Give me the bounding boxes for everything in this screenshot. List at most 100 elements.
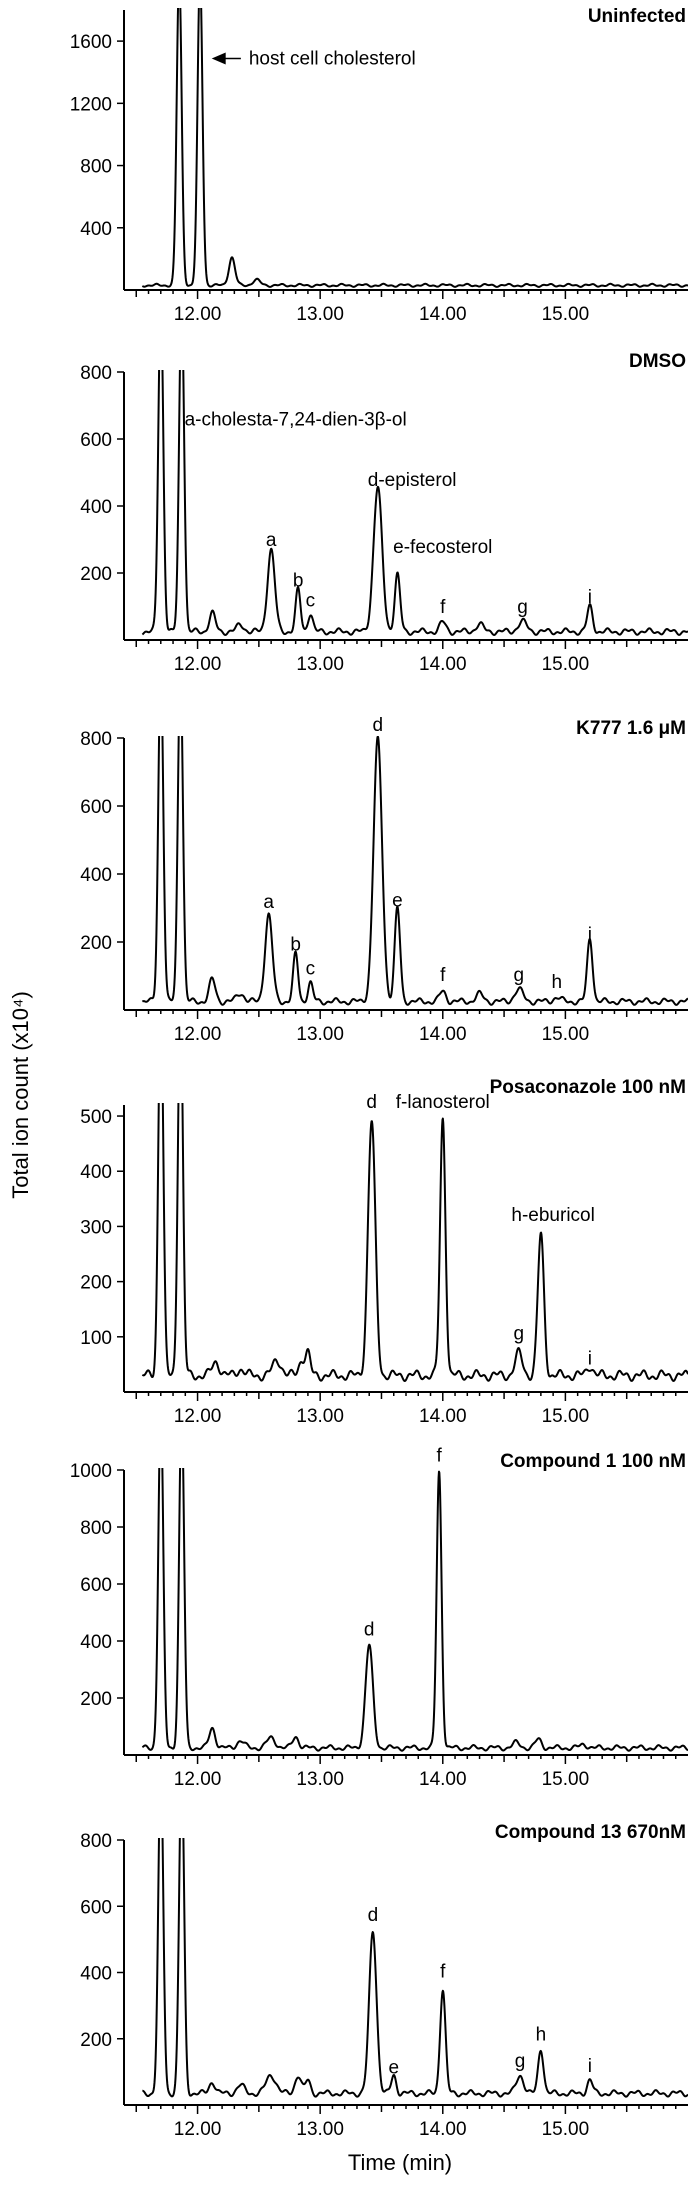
y-tick-label: 400 <box>80 1162 112 1183</box>
x-tick-label: 13.00 <box>296 654 344 675</box>
x-tick-label: 15.00 <box>542 2119 590 2140</box>
x-tick-label: 15.00 <box>542 304 590 325</box>
x-tick-label: 12.00 <box>174 304 222 325</box>
panel-1: 400 800 1200 1600 12.00 13.00 14.00 15.00 Uninfe… <box>70 6 688 325</box>
x-tick-label: 13.00 <box>296 1406 344 1427</box>
x-tick-label: 14.00 <box>419 2119 467 2140</box>
peak-label: i <box>588 924 592 945</box>
panel-title: Uninfected <box>588 6 686 27</box>
y-tick-label: 400 <box>80 219 112 240</box>
peak-label: i <box>588 2056 592 2077</box>
panel-title: Compound 13 670nM <box>495 1822 686 1843</box>
x-tick-label: 12.00 <box>174 2119 222 2140</box>
trace-line <box>141 370 688 636</box>
peak-label: e-fecosterol <box>393 537 492 558</box>
panel-3: 200 400 600 800 12.00 13.00 14.00 15.00 K777 1.6… <box>80 715 688 1045</box>
peak-label: e <box>388 2058 399 2079</box>
peak-label: g <box>514 1324 525 1345</box>
y-tick-label: 200 <box>80 1689 112 1710</box>
peak-label: d <box>373 715 384 736</box>
y-tick-label: 400 <box>80 497 112 518</box>
peak-label: g <box>514 965 525 986</box>
peak-label: d <box>368 1905 379 1926</box>
peak-label: b <box>290 935 301 956</box>
chart-panels: 400 800 1200 1600 12.00 13.00 14.00 15.00 Uninfe… <box>70 6 688 2140</box>
x-tick-label: 13.00 <box>296 1024 344 1045</box>
y-tick-label: 600 <box>80 1897 112 1918</box>
panel-title: DMSO <box>629 351 686 372</box>
peak-label: d <box>366 1092 377 1113</box>
peak-label: i <box>588 587 592 608</box>
y-tick-label: 800 <box>80 363 112 384</box>
x-tick-label: 12.00 <box>174 654 222 675</box>
x-tick-label: 15.00 <box>542 654 590 675</box>
y-tick-label: 1200 <box>70 94 112 115</box>
x-tick-label: 15.00 <box>542 1024 590 1045</box>
y-tick-label: 1600 <box>70 32 112 53</box>
x-tick-label: 14.00 <box>419 1024 467 1045</box>
panel-4: 100 200 300 400 500 12.00 13.00 14.00 15.00 Posac… <box>80 1077 688 1427</box>
y-tick-label: 800 <box>80 729 112 750</box>
y-tick-label: 500 <box>80 1107 112 1128</box>
peak-label: h <box>552 972 563 993</box>
y-tick-label: 800 <box>80 1518 112 1539</box>
arrow-head <box>211 52 226 65</box>
y-tick-label: 800 <box>80 157 112 178</box>
panel-5: 200 400 600 800 1000 12.00 13.00 14.00 15.00 Comp… <box>70 1445 688 1790</box>
panel-title: Compound 1 100 nM <box>500 1451 686 1472</box>
y-tick-label: 200 <box>80 2030 112 2051</box>
y-tick-label: 600 <box>80 430 112 451</box>
x-tick-label: 12.00 <box>174 1024 222 1045</box>
peak-label: g <box>517 597 528 618</box>
peak-label: h <box>536 2024 547 2045</box>
x-tick-label: 12.00 <box>174 1769 222 1790</box>
x-tick-label: 14.00 <box>419 654 467 675</box>
panel-title: K777 1.6 μM <box>576 718 686 739</box>
y-tick-label: 400 <box>80 1632 112 1653</box>
peak-label: c <box>306 958 316 979</box>
peak-label: d <box>364 1619 375 1640</box>
x-tick-label: 14.00 <box>419 304 467 325</box>
peak-label: d-episterol <box>368 470 457 491</box>
trace-line <box>141 1103 688 1382</box>
peak-label: e <box>392 890 403 911</box>
x-axis-title: Time (min) <box>348 2150 452 2175</box>
x-tick-label: 15.00 <box>542 1406 590 1427</box>
peak-label: f-lanosterol <box>396 1092 490 1113</box>
y-tick-label: 200 <box>80 564 112 585</box>
peak-label: a <box>266 530 277 551</box>
peak-label: h-eburicol <box>511 1205 594 1226</box>
x-tick-label: 14.00 <box>419 1769 467 1790</box>
y-tick-label: 600 <box>80 797 112 818</box>
peak-label: f <box>440 1961 446 1982</box>
peak-label: a-cholesta-7,24-dien-3β-ol <box>185 410 407 431</box>
y-tick-label: 1000 <box>70 1461 112 1482</box>
y-tick-label: 200 <box>80 933 112 954</box>
peak-label: a <box>263 892 274 913</box>
peak-label: f <box>440 965 446 986</box>
y-tick-label: 100 <box>80 1328 112 1349</box>
y-axis-title: Total ion count (x10⁴) <box>8 991 33 1199</box>
trace-line <box>141 8 688 288</box>
peak-label: b <box>293 570 304 591</box>
peak-label: host cell cholesterol <box>249 48 416 69</box>
peak-label: f <box>440 597 446 618</box>
y-tick-label: 800 <box>80 1831 112 1852</box>
x-tick-label: 13.00 <box>296 2119 344 2140</box>
y-tick-label: 400 <box>80 1964 112 1985</box>
panel-title: Posaconazole 100 nM <box>490 1077 686 1098</box>
peak-label: c <box>306 591 316 612</box>
x-tick-label: 15.00 <box>542 1769 590 1790</box>
y-tick-label: 600 <box>80 1575 112 1596</box>
trace-line <box>141 1838 688 2098</box>
panel-2: 200 400 600 800 12.00 13.00 14.00 15.00 DMSO a-ch… <box>80 351 688 675</box>
peak-label: i <box>588 1348 592 1369</box>
y-tick-label: 400 <box>80 865 112 886</box>
peak-label: f <box>436 1445 442 1466</box>
y-tick-label: 200 <box>80 1273 112 1294</box>
x-tick-label: 13.00 <box>296 1769 344 1790</box>
trace-line <box>141 1468 688 1752</box>
y-tick-label: 300 <box>80 1217 112 1238</box>
panel-6: 200 400 600 800 12.00 13.00 14.00 15.00 Compound… <box>80 1822 688 2140</box>
